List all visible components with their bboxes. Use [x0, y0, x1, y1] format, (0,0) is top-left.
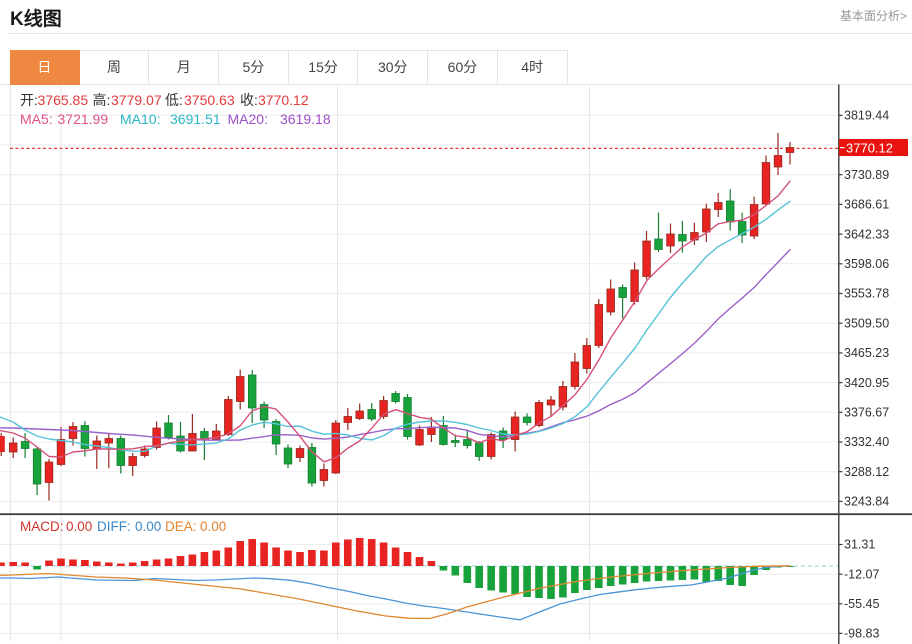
svg-text:3819.44: 3819.44 — [844, 109, 889, 123]
svg-text:3598.06: 3598.06 — [844, 257, 889, 271]
svg-text:MA20:: MA20: — [228, 111, 268, 127]
svg-text:3750.63: 3750.63 — [184, 92, 235, 108]
svg-text:开:: 开: — [20, 92, 38, 108]
svg-text:3465.23: 3465.23 — [844, 346, 889, 360]
svg-text:-12.07: -12.07 — [844, 567, 879, 581]
svg-text:3721.99: 3721.99 — [58, 111, 109, 127]
svg-text:低:: 低: — [165, 92, 183, 108]
svg-text:0.00: 0.00 — [200, 519, 226, 534]
svg-text:-55.45: -55.45 — [844, 597, 879, 611]
svg-text:3779.07: 3779.07 — [111, 92, 162, 108]
svg-text:31.31: 31.31 — [844, 538, 875, 552]
svg-text:3420.95: 3420.95 — [844, 376, 889, 390]
svg-text:DIFF:: DIFF: — [97, 519, 131, 534]
svg-text:3730.89: 3730.89 — [844, 168, 889, 182]
svg-text:3332.40: 3332.40 — [844, 435, 889, 449]
svg-text:3619.18: 3619.18 — [280, 111, 331, 127]
svg-text:MA5:: MA5: — [20, 111, 53, 127]
svg-text:MACD:: MACD: — [20, 519, 64, 534]
svg-text:3765.85: 3765.85 — [38, 92, 89, 108]
svg-text:高:: 高: — [93, 92, 111, 108]
svg-text:3509.50: 3509.50 — [844, 316, 889, 330]
svg-text:0.00: 0.00 — [135, 519, 161, 534]
svg-text:3770.12: 3770.12 — [258, 92, 309, 108]
svg-text:MA10:: MA10: — [120, 111, 160, 127]
svg-text:3376.67: 3376.67 — [844, 406, 889, 420]
svg-text:0.00: 0.00 — [66, 519, 92, 534]
svg-text:3553.78: 3553.78 — [844, 287, 889, 301]
svg-text:-98.83: -98.83 — [844, 627, 879, 641]
svg-text:3288.12: 3288.12 — [844, 465, 889, 479]
svg-text:DEA:: DEA: — [165, 519, 197, 534]
svg-text:收:: 收: — [240, 92, 258, 108]
svg-text:3243.84: 3243.84 — [844, 495, 889, 509]
svg-text:3770.12: 3770.12 — [846, 140, 893, 155]
svg-text:3642.33: 3642.33 — [844, 227, 889, 241]
svg-text:3686.61: 3686.61 — [844, 198, 889, 212]
svg-text:3691.51: 3691.51 — [170, 111, 221, 127]
